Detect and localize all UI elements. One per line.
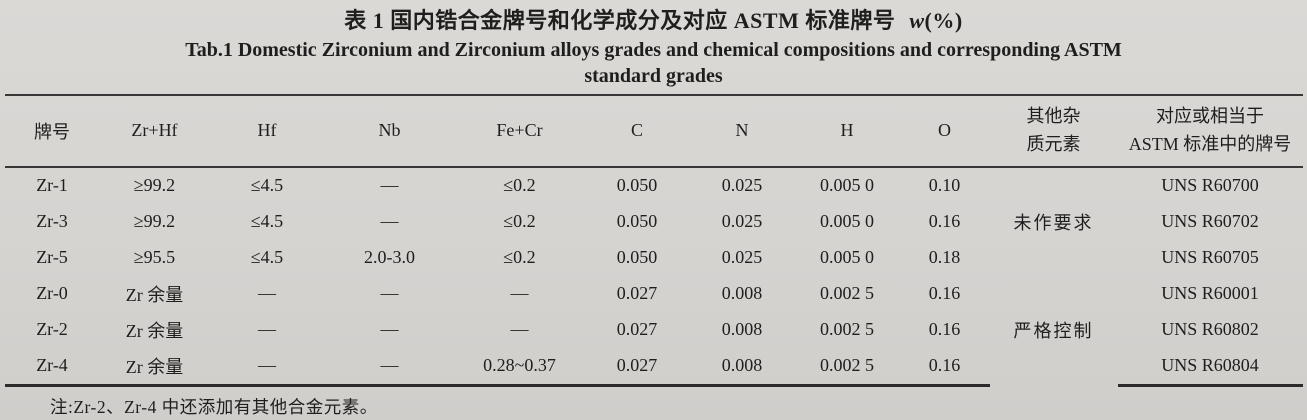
column-header-h: H [794,93,900,168]
astm-grade-cell: UNS R60802 [1161,319,1259,339]
column-header-zrhf: Zr+Hf [99,93,210,168]
value-cell: ≤4.5 [250,247,284,267]
value-cell: ≥95.5 [133,247,176,267]
column-header-astm-line2: ASTM 标准中的牌号 [1128,133,1292,154]
value-cell: 0.28~0.37 [454,347,585,387]
column-header-impurity-line1: 其他杂 [1026,105,1081,126]
value-cell: 0.050 [616,175,658,195]
value-cell: 0.002 5 [820,283,874,303]
value-cell: 0.027 [616,283,658,303]
value-cell: 0.16 [928,319,961,339]
value-cell: — [380,319,399,339]
value-cell: 0.005 0 [820,211,874,231]
table-footnote: 注:Zr-2、Zr-4 中还添加有其他合金元素。 [50,396,378,417]
value-cell: 2.0-3.0 [364,247,415,267]
column-header-n: N [689,93,795,168]
value-cell: ≤4.5 [250,175,284,195]
astm-grade-cell: UNS R60001 [1161,283,1259,303]
mass-fraction-symbol: w [909,8,925,33]
column-header-impurity-line2: 质元素 [1026,133,1081,154]
column-header-o: O [899,93,990,168]
value-cell: ≤4.5 [250,211,284,231]
grade-cell: Zr-3 [36,211,68,231]
column-header-grade: 牌号 [4,93,100,168]
value-cell: ≤0.2 [503,175,536,195]
column-header-c: C [584,93,690,168]
grade-cell: Zr-1 [36,175,68,195]
table-title-en-line1: Tab.1 Domestic Zirconium and Zirconium a… [185,38,1122,61]
impurity-group-cell: 严格控制 [1013,321,1094,342]
column-header-nb: Nb [324,93,455,168]
table-title-zh: 表 1 国内锆合金牌号和化学成分及对应 ASTM 标准牌号 w(%) [0,7,1307,35]
table-row: Zr-4 Zr 余量 — — 0.28~0.37 0.027 0.008 0.0… [4,347,1303,387]
value-cell: 0.005 0 [820,175,874,195]
table-row: Zr-2 Zr 余量 — — — 0.027 0.008 0.002 5 0.1… [5,312,1303,348]
table-row: Zr-5 ≥95.5 ≤4.5 2.0-3.0 ≤0.2 0.050 0.025… [5,240,1303,276]
value-cell: — [510,319,529,339]
grade-cell: Zr-2 [36,319,68,339]
column-header-hf: Hf [209,93,325,168]
value-cell: — [209,347,325,387]
value-cell: 0.008 [689,347,795,387]
value-cell: Zr 余量 [125,284,184,305]
grade-cell: Zr-0 [36,283,68,303]
column-header-fecr: Fe+Cr [454,93,585,168]
table-title-zh-text: 表 1 国内锆合金牌号和化学成分及对应 ASTM 标准牌号 [344,8,896,33]
value-cell: ≤0.2 [503,247,536,267]
value-cell: 0.002 5 [794,347,900,387]
value-cell: 0.008 [721,283,763,303]
value-cell: 0.027 [584,347,690,387]
value-cell: — [258,319,276,339]
astm-grade-cell: UNS R60702 [1161,211,1259,231]
value-cell: 0.10 [928,175,961,195]
value-cell: 0.008 [721,319,763,339]
value-cell: — [380,211,399,231]
value-cell: 0.050 [616,211,658,231]
grade-cell: Zr-4 [4,347,100,387]
column-header-astm-line1: 对应或相当于 [1156,105,1264,126]
table-row: Zr-1 ≥99.2 ≤4.5 — ≤0.2 0.050 0.025 0.005… [5,167,1303,233]
grade-cell: Zr-5 [36,247,68,267]
value-cell: 0.025 [721,247,763,267]
column-header-impurity: 其他杂 质元素 [989,93,1118,168]
value-cell: ≥99.2 [133,175,176,195]
value-cell: 0.002 5 [820,319,874,339]
table-row: Zr-3 ≥99.2 ≤4.5 — ≤0.2 0.050 0.025 0.005… [5,204,1303,240]
value-cell: — [510,283,529,303]
header-row: 牌号 Zr+Hf Hf Nb Fe+Cr C N H O 其他杂 质元素 对应或… [4,93,1303,168]
astm-grade-cell: UNS R60700 [1161,175,1259,195]
value-cell: 0.025 [721,175,763,195]
table-titles: 表 1 国内锆合金牌号和化学成分及对应 ASTM 标准牌号 w(%) Tab.1 … [0,0,1307,89]
column-header-astm: 对应或相当于 ASTM 标准中的牌号 [1117,93,1303,168]
impurity-group-cell: 未作要求 [1013,212,1094,233]
value-cell: 0.027 [616,319,658,339]
value-cell: 0.16 [928,211,961,231]
value-cell: Zr 余量 [99,347,210,387]
value-cell: — [380,175,399,195]
table-row: Zr-0 Zr 余量 — — — 0.027 0.008 0.002 5 0.1… [5,276,1303,341]
value-cell: 0.050 [616,247,658,267]
value-cell: ≥99.2 [133,211,176,231]
composition-table: 牌号 Zr+Hf Hf Nb Fe+Cr C N H O 其他杂 质元素 对应或… [4,93,1303,387]
mass-fraction-unit: (%) [924,8,963,33]
value-cell: 0.16 [928,283,961,303]
astm-grade-cell: UNS R60705 [1161,247,1259,267]
table-title-en-line2: standard grades [584,64,723,87]
value-cell: 0.025 [721,211,763,231]
astm-grade-cell: UNS R60804 [1117,347,1303,387]
value-cell: — [324,347,455,387]
value-cell: — [258,283,276,303]
value-cell: Zr 余量 [125,320,184,341]
value-cell: 0.16 [899,347,990,387]
value-cell: 0.005 0 [820,247,874,267]
value-cell: ≤0.2 [503,211,536,231]
value-cell: — [380,283,399,303]
value-cell: 0.18 [928,247,961,267]
